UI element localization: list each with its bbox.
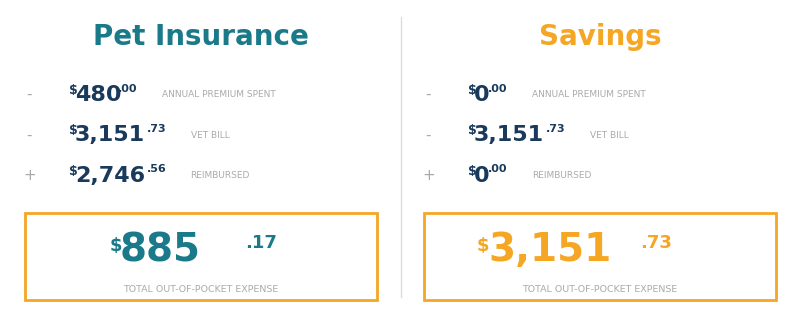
Text: $: $ [469,84,477,97]
Text: ANNUAL PREMIUM SPENT: ANNUAL PREMIUM SPENT [162,90,276,99]
Text: 0: 0 [474,166,489,186]
Text: 2,746: 2,746 [74,166,145,186]
Text: 0: 0 [474,85,489,105]
Text: +: + [422,168,435,183]
Text: $: $ [469,165,477,177]
Text: $: $ [477,237,489,255]
Text: $: $ [69,84,78,97]
Text: .00: .00 [489,84,508,94]
Text: $: $ [109,237,122,255]
Text: 885: 885 [119,231,200,269]
Text: 3,151: 3,151 [489,231,611,269]
Text: +: + [23,168,36,183]
Text: VET BILL: VET BILL [590,131,629,140]
Text: REIMBURSED: REIMBURSED [532,171,592,180]
Text: .73: .73 [545,124,566,134]
Text: Pet Insurance: Pet Insurance [93,23,309,51]
Text: -: - [425,128,431,143]
Text: .73: .73 [147,124,167,134]
Text: REIMBURSED: REIMBURSED [191,171,250,180]
Text: VET BILL: VET BILL [191,131,229,140]
Text: 480: 480 [74,85,121,105]
Text: .73: .73 [640,234,672,252]
Text: $: $ [69,165,78,177]
Text: .00: .00 [489,165,508,175]
Text: -: - [26,87,32,102]
Text: -: - [425,87,431,102]
Text: ANNUAL PREMIUM SPENT: ANNUAL PREMIUM SPENT [532,90,646,99]
Text: $: $ [69,124,78,137]
Text: TOTAL OUT-OF-POCKET EXPENSE: TOTAL OUT-OF-POCKET EXPENSE [522,285,678,294]
Text: $: $ [469,124,477,137]
Text: 3,151: 3,151 [74,125,145,145]
Text: .00: .00 [118,84,138,94]
Text: Savings: Savings [539,23,662,51]
Text: .17: .17 [245,234,276,252]
Text: 3,151: 3,151 [474,125,544,145]
Text: .56: .56 [147,165,167,175]
Text: TOTAL OUT-OF-POCKET EXPENSE: TOTAL OUT-OF-POCKET EXPENSE [123,285,279,294]
Text: -: - [26,128,32,143]
